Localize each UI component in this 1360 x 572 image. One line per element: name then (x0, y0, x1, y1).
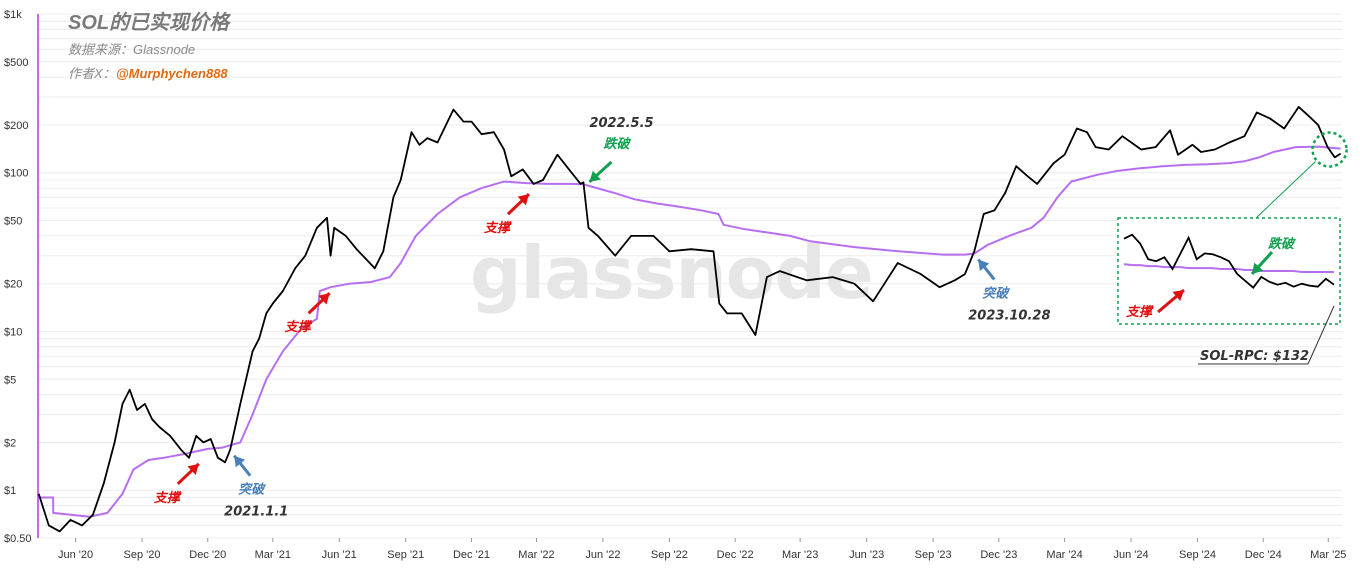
inset-frame (1117, 217, 1341, 325)
x-tick-label: Dec '23 (980, 549, 1017, 561)
support-arrow-head (318, 293, 330, 305)
inset-realized-line (1123, 263, 1334, 273)
support-label: 支撑 (154, 490, 182, 506)
x-tick-label: Mar '21 (255, 549, 291, 561)
x-tick-label: Mar '24 (1046, 549, 1082, 561)
x-tick-label: Jun '22 (585, 549, 620, 561)
breakout-label: 突破 (982, 285, 1010, 301)
breakdown-label: 跌破 (603, 136, 631, 152)
price-tag-leader (1307, 305, 1335, 365)
support-label: 支撑 (484, 220, 512, 236)
support-label: 支撑 (285, 319, 313, 335)
highlight-circle (1311, 131, 1348, 168)
series-layer (37, 106, 1342, 533)
y-tick-label: $1k (4, 9, 22, 21)
x-tick-label: Sep '22 (651, 549, 688, 561)
y-tick-label: $5 (4, 374, 16, 386)
x-tick-label: Sep '24 (1179, 549, 1216, 561)
source-line: 数据来源：Glassnode (68, 42, 195, 57)
breakout-date: 2021.1.1 (224, 505, 288, 520)
inset-support-label: 支撑 (1126, 304, 1154, 320)
y-tick-label: $20 (4, 279, 22, 291)
y-tick-label: $1 (4, 485, 16, 497)
x-tick-label: Dec '20 (189, 549, 226, 561)
y-axis-ticks: $0.50 $1 $2 $5 $10 $20 $50 $100 $200 $500 $1k (4, 9, 32, 545)
y-tick-label: $50 (4, 216, 22, 228)
y-tick-label: $10 (4, 326, 22, 338)
x-tick-label: Dec '22 (717, 549, 754, 561)
y-tick-label: $0.50 (4, 533, 32, 545)
support-arrow-head (517, 194, 529, 206)
gridlines (38, 13, 1342, 539)
x-axis-ticks: Jun '20 Sep '20 Dec '20 Mar '21 Jun '21 Sep '… (58, 538, 1346, 561)
breakdown-arrow-head (589, 170, 601, 182)
watermark: glassnode (470, 231, 873, 315)
price-tag-label: SOL-RPC: $132 (1200, 349, 1309, 364)
breakdown-date: 2022.5.5 (589, 116, 653, 131)
inset-support-arrow-head (1172, 290, 1184, 302)
x-tick-label: Mar '22 (518, 549, 554, 561)
chart-title: SOL的已实现价格 (68, 11, 231, 34)
x-tick-label: Mar '23 (782, 549, 818, 561)
x-tick-label: Jun '21 (322, 549, 357, 561)
y-tick-label: $2 (4, 437, 16, 449)
x-tick-label: Sep '20 (124, 549, 161, 561)
y-tick-label: $500 (4, 57, 28, 69)
x-tick-label: Dec '24 (1245, 549, 1282, 561)
breakout-arrow-head (978, 259, 990, 272)
inset-breakdown-label: 跌破 (1268, 236, 1296, 252)
inset-connector (1255, 161, 1316, 219)
x-tick-label: Mar '25 (1310, 549, 1346, 561)
x-tick-label: Dec '21 (453, 549, 490, 561)
author-handle: @Murphychen888 (116, 66, 228, 81)
breakout-arrow-head (234, 455, 246, 468)
realized-price-line (38, 145, 1341, 518)
inset-breakdown-arrow-head (1252, 262, 1264, 274)
inset-panel: 支撑 跌破 SOL-RPC: $132 (1117, 131, 1348, 365)
x-tick-label: Jun '20 (58, 549, 93, 561)
support-arrow-head (187, 463, 199, 476)
x-tick-label: Sep '21 (387, 549, 424, 561)
x-tick-label: Jun '23 (849, 549, 884, 561)
price-line (37, 106, 1342, 533)
breakout-label: 突破 (238, 482, 266, 498)
x-tick-label: Jun '24 (1113, 549, 1148, 561)
y-tick-label: $100 (4, 168, 28, 180)
y-tick-label: $200 (4, 120, 28, 132)
inset-price-line (1123, 233, 1335, 290)
breakout-date: 2023.10.28 (968, 308, 1050, 323)
author-prefix: 作者X： (68, 66, 116, 81)
x-tick-label: Sep '23 (915, 549, 952, 561)
